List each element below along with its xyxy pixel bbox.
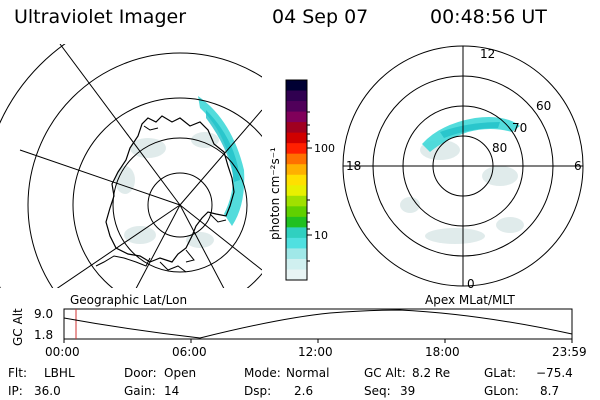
colorbar-segment <box>286 90 307 102</box>
mlt-label-6: 6 <box>574 159 582 173</box>
colorbar-segment <box>286 258 307 271</box>
date-display: 04 Sep 07 <box>272 6 369 28</box>
info-gain: Gain: 14 <box>124 384 180 398</box>
colorbar-segment <box>286 269 307 281</box>
altitude-ylabel: GC Alt <box>11 308 25 346</box>
colorbar-segment <box>286 185 307 197</box>
time-tick-1200: 12:00 <box>298 345 333 359</box>
colorbar-frame <box>285 79 308 281</box>
colorbar-segment <box>286 237 307 250</box>
colorbar-segment <box>286 143 307 155</box>
time-tick-0600: 06:00 <box>172 345 207 359</box>
colorbar-segment <box>286 111 307 123</box>
geographic-label: Geographic Lat/Lon <box>70 293 188 307</box>
info-ip: IP: 36.0 <box>8 384 61 398</box>
geographic-map <box>0 44 262 288</box>
colorbar-segment <box>286 122 307 134</box>
info-gc-alt: GC Alt: 8.2 Re <box>364 366 451 380</box>
colorbar-segment <box>286 164 307 176</box>
info-glon: GLon: 8.7 <box>484 384 560 398</box>
apex-label: Apex MLat/MLT <box>425 293 515 307</box>
mlat-label-70: 70 <box>512 121 527 135</box>
colorbar-segment <box>286 216 307 228</box>
altitude-ytick-9: 9.0 <box>34 307 53 321</box>
info-dsp: Dsp: 2.6 <box>244 384 314 398</box>
mlt-label-12: 12 <box>480 47 495 61</box>
altitude-plot <box>63 308 573 343</box>
colorbar-segment <box>286 153 307 165</box>
colorbar-segment <box>286 206 307 218</box>
colorbar-segment <box>286 174 307 186</box>
info-glat: GLat: −75.4 <box>484 366 573 380</box>
time-tick-0000: 00:00 <box>45 345 80 359</box>
apex-map <box>342 45 584 287</box>
mlt-label-18: 18 <box>346 159 361 173</box>
aurora-oval <box>198 96 245 226</box>
info-mode: Mode: Normal <box>244 366 330 380</box>
app-title: Ultraviolet Imager <box>14 6 187 28</box>
colorbar-label: photon cm⁻²s⁻¹ <box>268 147 282 240</box>
time-tick-1800: 18:00 <box>425 345 460 359</box>
antarctica-coastline <box>105 115 235 263</box>
info-door: Door: Open <box>124 366 197 380</box>
colorbar-tick-100: 100 <box>314 142 335 155</box>
colorbar-segment <box>286 132 307 144</box>
altitude-curve <box>63 309 573 339</box>
altitude-ytick-1.8: 1.8 <box>34 328 53 342</box>
colorbar-segment <box>286 101 307 113</box>
mlat-label-60: 60 <box>536 99 551 113</box>
mlt-label-0: 0 <box>467 277 475 291</box>
colorbar-tick-10: 10 <box>314 229 328 242</box>
colorbar-segment <box>286 195 307 207</box>
info-seq: Seq: 39 <box>364 384 416 398</box>
mlat-label-80: 80 <box>492 141 507 155</box>
info-flt: Flt: LBHL <box>8 366 75 380</box>
time-display: 00:48:56 UT <box>430 6 547 28</box>
colorbar-segment <box>286 227 307 239</box>
colorbar <box>286 80 307 281</box>
colorbar-segment <box>286 80 307 92</box>
time-tick-2359: 23:59 <box>552 345 587 359</box>
colorbar-segment <box>286 248 307 260</box>
